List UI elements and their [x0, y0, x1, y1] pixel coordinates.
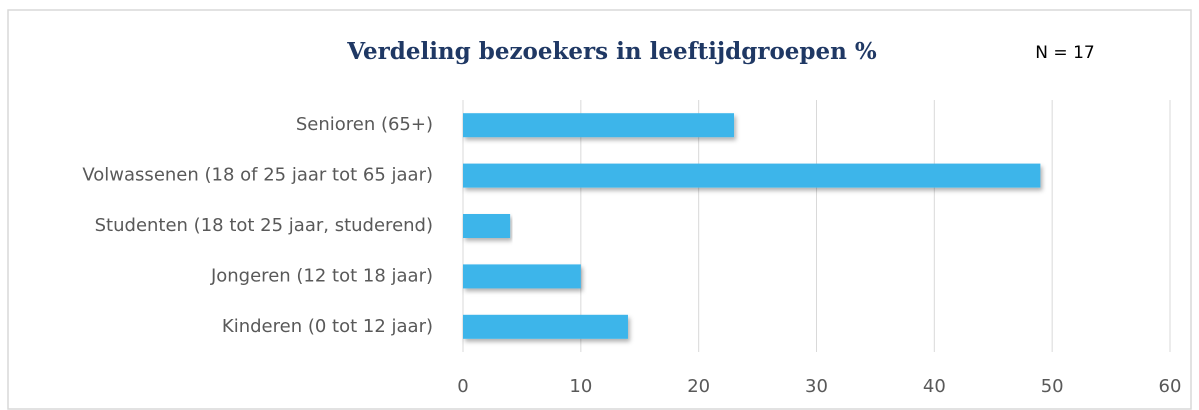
x-tick-label: 20: [687, 376, 710, 397]
bar: [463, 113, 735, 138]
bar: [463, 314, 628, 339]
y-tick-label: Volwassenen (18 of 25 jaar tot 65 jaar): [82, 165, 433, 186]
x-tick-label: 30: [805, 376, 828, 397]
x-tick-label: 10: [569, 376, 592, 397]
x-tick-label: 0: [457, 376, 468, 397]
bar: [463, 214, 511, 238]
y-tick-label: Jongeren (12 tot 18 jaar): [210, 265, 433, 286]
chart-frame: [7, 9, 1192, 410]
x-tick-label: 40: [923, 376, 946, 397]
x-tick-label: 60: [1159, 376, 1182, 397]
bar: [463, 163, 1041, 188]
y-tick-label: Studenten (18 tot 25 jaar, studerend): [95, 215, 433, 236]
bar: [463, 264, 581, 289]
y-tick-label: Senioren (65+): [296, 114, 433, 135]
y-tick-label: Kinderen (0 tot 12 jaar): [222, 316, 433, 337]
chart-title: Verdeling bezoekers in leeftijdgroepen %: [346, 38, 877, 65]
annotation: N = 17: [1035, 43, 1094, 63]
x-tick-label: 50: [1041, 376, 1064, 397]
